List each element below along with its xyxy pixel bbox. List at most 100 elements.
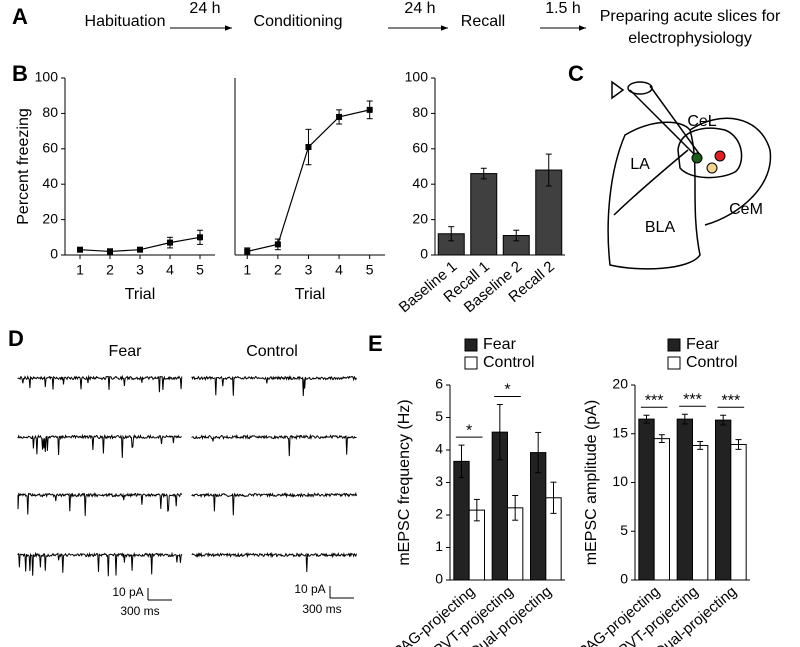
y-tick-label: 40 xyxy=(412,175,428,191)
y-tick-label: 60 xyxy=(42,140,58,156)
amygdala-diagram xyxy=(607,80,772,270)
bar xyxy=(653,438,671,581)
legend-swatch xyxy=(667,338,681,352)
y-tick-label: 15 xyxy=(612,424,628,440)
x-axis-label: Trial xyxy=(125,286,156,303)
region-label: CeL xyxy=(687,113,716,130)
trace xyxy=(17,551,183,577)
y-tick-label: 20 xyxy=(612,376,628,392)
marker xyxy=(244,248,251,255)
legend-swatch xyxy=(667,356,681,370)
y-tick-label: 100 xyxy=(35,69,59,85)
x-tick-label: 1 xyxy=(243,262,251,278)
la-bla-border xyxy=(613,149,689,216)
x-tick-label: 5 xyxy=(366,262,374,278)
marker xyxy=(305,144,312,151)
la-bla-outline xyxy=(607,121,701,270)
scale-label: 300 ms xyxy=(120,604,159,618)
scale-bar xyxy=(147,588,172,601)
y-tick-label: 3 xyxy=(435,473,443,489)
y-tick-label: 6 xyxy=(435,376,443,392)
condition-label: Control xyxy=(246,343,298,360)
significance-label: *** xyxy=(721,392,740,409)
trace xyxy=(191,551,357,573)
legend-label: Control xyxy=(686,354,738,371)
timeline-step: Preparing acute slices for electrophysio… xyxy=(599,8,781,47)
y-tick-label: 2 xyxy=(435,506,443,522)
scale-bar xyxy=(329,586,354,599)
y-tick-label: 0 xyxy=(435,571,443,587)
region-label: LA xyxy=(630,156,650,173)
trace xyxy=(191,433,357,457)
trace xyxy=(191,375,357,397)
interval: 1.5 h xyxy=(545,0,581,17)
region-label: CeM xyxy=(729,201,763,218)
y-tick-label: 0 xyxy=(50,246,58,262)
panel-label: E xyxy=(368,331,383,356)
ce-outline xyxy=(689,117,772,226)
cel-outline xyxy=(677,127,743,179)
y-tick-label: 20 xyxy=(42,210,58,226)
y-tick-label: 4 xyxy=(435,441,443,457)
marker xyxy=(274,241,281,248)
marker xyxy=(336,113,343,120)
neuron-marker xyxy=(706,162,718,174)
y-tick-label: 20 xyxy=(412,210,428,226)
y-tick-label: 5 xyxy=(620,522,628,538)
timeline-step: Recall xyxy=(461,13,505,30)
panel-label: D xyxy=(8,326,24,351)
significance-label: * xyxy=(466,422,472,439)
scale-label: 10 pA xyxy=(112,585,143,599)
bar xyxy=(638,418,655,581)
interval: 24 h xyxy=(189,0,220,17)
scale-label: 300 ms xyxy=(302,602,341,616)
legend-swatch xyxy=(464,356,478,370)
x-tick-label: 2 xyxy=(274,262,282,278)
significance-label: * xyxy=(504,382,510,399)
region-label: BLA xyxy=(645,219,676,236)
pipette xyxy=(629,89,696,156)
x-tick-label: 2 xyxy=(106,262,114,278)
panel-label: C xyxy=(568,61,584,86)
neuron-marker xyxy=(691,152,703,164)
y-tick-label: 0 xyxy=(620,571,628,587)
y-tick-label: 40 xyxy=(42,175,58,191)
marker xyxy=(197,234,203,241)
scale-label: 10 pA xyxy=(294,582,325,596)
marker xyxy=(77,246,83,253)
legend-label: Fear xyxy=(686,336,720,353)
interval: 24 h xyxy=(404,0,435,17)
y-tick-label: 80 xyxy=(42,104,58,120)
panel-label: B xyxy=(12,61,28,86)
legend-swatch xyxy=(464,338,478,352)
y-tick-label: 0 xyxy=(420,246,428,262)
pipette-tip xyxy=(611,80,625,100)
significance-label: *** xyxy=(683,391,702,408)
x-tick-label: 5 xyxy=(196,262,204,278)
y-tick-label: 80 xyxy=(412,104,428,120)
y-tick-label: 60 xyxy=(412,140,428,156)
x-tick-label: 3 xyxy=(136,262,144,278)
x-axis-label: Trial xyxy=(295,286,326,303)
y-axis-label: mEPSC frequency (Hz) xyxy=(396,399,413,565)
trace xyxy=(191,492,357,516)
bar xyxy=(676,418,694,581)
y-axis-label: Percent freezing xyxy=(15,108,32,225)
y-tick-label: 5 xyxy=(435,408,443,424)
bar xyxy=(453,460,470,581)
y-tick-label: 1 xyxy=(435,538,443,554)
x-tick-label: 3 xyxy=(305,262,313,278)
significance-label: *** xyxy=(645,392,664,409)
bar xyxy=(730,443,747,581)
neuron-marker xyxy=(714,150,726,162)
panel-label: A xyxy=(12,4,28,29)
trace xyxy=(17,492,183,516)
marker xyxy=(167,239,173,246)
trace xyxy=(17,374,183,393)
legend-label: Control xyxy=(483,354,535,371)
marker xyxy=(107,248,113,255)
y-axis-label: mEPSC amplitude (pA) xyxy=(583,400,600,565)
legend-label: Fear xyxy=(483,336,517,353)
